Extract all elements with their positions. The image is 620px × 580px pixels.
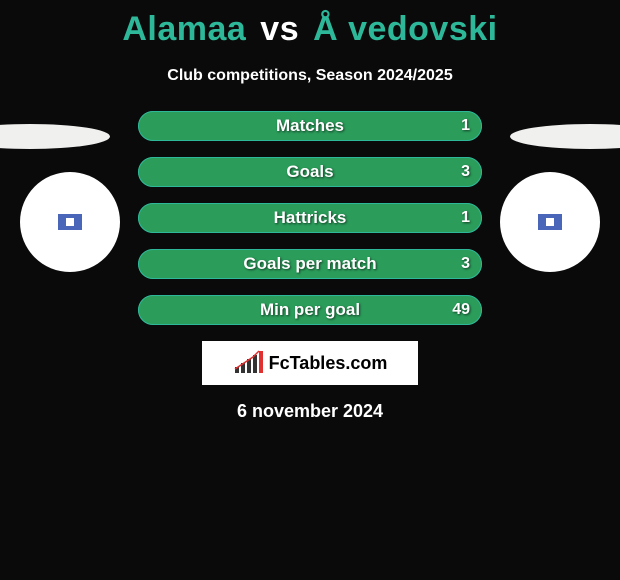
stat-value-right: 49 xyxy=(452,301,470,319)
stat-value-right: 3 xyxy=(461,163,470,181)
stat-label: Goals per match xyxy=(243,254,376,274)
left-player-circle xyxy=(20,172,120,272)
right-flag-icon xyxy=(538,214,562,230)
right-ellipse-shape xyxy=(510,124,620,149)
subtitle: Club competitions, Season 2024/2025 xyxy=(0,67,620,85)
vs-text: vs xyxy=(260,10,299,48)
fctables-watermark: FcTables.com xyxy=(202,341,418,385)
stat-value-right: 1 xyxy=(461,117,470,135)
stats-bars: Matches 1 Goals 3 Hattricks 1 Goals per match 3… xyxy=(138,105,482,325)
left-flag-icon xyxy=(58,214,82,230)
stat-value-right: 1 xyxy=(461,209,470,227)
comparison-title: Alamaa vs Å vedovski xyxy=(0,0,620,49)
stat-label: Matches xyxy=(276,116,344,136)
stat-row: Hattricks 1 xyxy=(138,203,482,233)
date-text: 6 november 2024 xyxy=(0,401,620,422)
stat-value-right: 3 xyxy=(461,255,470,273)
fctables-chart-icon xyxy=(233,349,263,378)
stat-row: Min per goal 49 xyxy=(138,295,482,325)
stat-label: Hattricks xyxy=(274,208,347,228)
player2-name: Å vedovski xyxy=(313,10,498,48)
stat-label: Goals xyxy=(286,162,333,182)
right-player-circle xyxy=(500,172,600,272)
fctables-text: FcTables.com xyxy=(269,353,388,374)
stat-row: Goals 3 xyxy=(138,157,482,187)
mini-bar-chart-icon xyxy=(233,349,263,373)
stat-row: Goals per match 3 xyxy=(138,249,482,279)
player1-name: Alamaa xyxy=(122,10,246,48)
left-ellipse-shape xyxy=(0,124,110,149)
stat-row: Matches 1 xyxy=(138,111,482,141)
fctables-logo: FcTables.com xyxy=(233,349,388,378)
stat-label: Min per goal xyxy=(260,300,360,320)
